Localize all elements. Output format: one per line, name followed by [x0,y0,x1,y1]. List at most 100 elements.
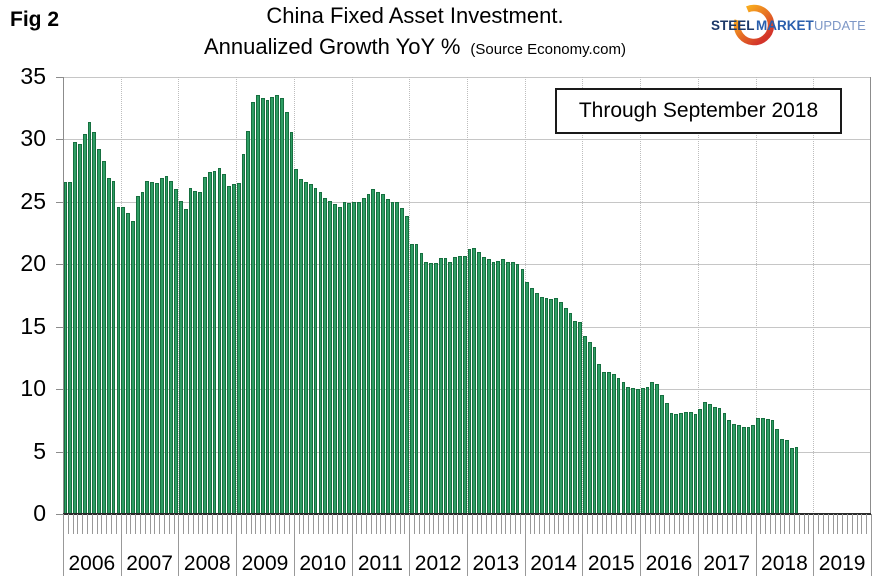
month-tick [678,514,680,534]
year-separator-tick [755,514,757,576]
bar-2009-12 [289,131,294,514]
year-boundary-line [120,77,122,514]
bar-2015-6 [607,371,611,514]
x-axis-year-label: 2018 [761,552,808,575]
bar-2016-8 [674,414,679,514]
month-tick [596,514,598,534]
bar-2012-6 [433,263,438,514]
month-tick [366,514,367,534]
bar-2012-12 [462,255,467,514]
month-tick [418,514,420,534]
month-tick [592,514,594,534]
month-tick [606,514,608,534]
x-axis-year-label: 2017 [703,552,751,575]
bar-2016-11 [688,411,693,514]
month-tick [202,514,204,534]
month-tick [346,514,348,534]
month-tick [616,514,618,534]
month-tick [673,514,675,534]
bar-2010-2 [299,179,304,514]
bar-2012-10 [453,256,457,514]
month-tick [144,514,146,534]
bar-2017-1 [698,409,703,514]
month-tick [770,514,771,534]
month-tick [563,514,565,534]
month-tick [558,514,560,534]
y-axis-tick-mark [56,326,63,328]
year-separator-tick [351,514,353,576]
bar-2011-10 [395,201,400,514]
bar-2009-6 [260,98,265,514]
bar-2014-8 [558,301,563,514]
month-tick [308,514,310,534]
bar-2017-10 [741,426,746,514]
month-tick [837,514,839,534]
bar-2006-12 [116,206,121,514]
month-tick [510,514,512,534]
month-tick [298,514,300,534]
year-boundary-line [755,77,757,514]
bar-2015-7 [611,374,616,514]
month-tick [428,514,430,534]
y-axis-tick-label: 30 [20,125,46,152]
y-axis-tick-mark [56,451,63,453]
bar-2018-4 [770,420,775,514]
bar-2018-7 [785,440,789,514]
bar-2006-9 [102,160,106,514]
figure-number: Fig 2 [10,8,60,31]
month-tick [568,514,569,534]
month-tick [683,514,685,534]
bar-2007-4 [135,195,140,514]
month-tick [255,514,257,534]
bar-2006-4 [78,144,82,514]
month-tick [693,514,695,534]
month-tick [207,514,209,534]
year-separator-tick [640,514,642,576]
bar-2014-7 [554,298,558,514]
month-tick [669,514,670,534]
month-tick [534,514,536,534]
month-tick [635,514,637,534]
month-tick [745,514,747,534]
bar-2006-10 [106,178,111,514]
x-axis-year-label: 2015 [587,552,635,575]
bar-2010-9 [332,204,337,514]
bar-2013-3 [477,251,482,514]
year-boundary-line [524,77,526,514]
bar-2011-9 [390,201,395,514]
through-date-text: Through September 2018 [578,99,819,122]
month-tick [192,514,194,534]
bar-2007-11 [169,180,174,514]
month-tick [462,514,464,534]
bar-2008-6 [203,176,207,514]
month-tick [135,514,137,534]
bar-2006-2 [68,181,73,514]
bar-2011-8 [385,199,390,514]
month-tick [139,514,141,534]
year-separator-tick [813,514,815,576]
month-tick [197,514,199,534]
bar-2016-7 [669,412,674,514]
bar-2008-1 [179,200,183,514]
year-boundary-line [293,77,295,514]
bar-2007-2 [126,213,130,514]
month-tick [332,514,334,534]
month-tick [375,514,377,534]
year-separator-tick [871,514,872,576]
month-tick [649,514,651,534]
bar-2012-11 [457,255,462,514]
bar-2015-1 [583,335,587,514]
month-tick [385,514,387,534]
month-tick [664,514,666,534]
bar-2007-9 [159,178,164,514]
bar-2011-4 [366,194,371,514]
chart-subtitle-text: Annualized Growth YoY % [203,33,461,59]
month-tick [250,514,252,534]
bar-2010-12 [347,203,352,514]
month-tick [856,514,858,534]
bar-2016-6 [664,402,669,514]
month-tick [245,514,247,534]
bar-2016-2 [645,386,650,514]
bar-2016-10 [684,411,688,514]
month-tick [260,514,262,534]
